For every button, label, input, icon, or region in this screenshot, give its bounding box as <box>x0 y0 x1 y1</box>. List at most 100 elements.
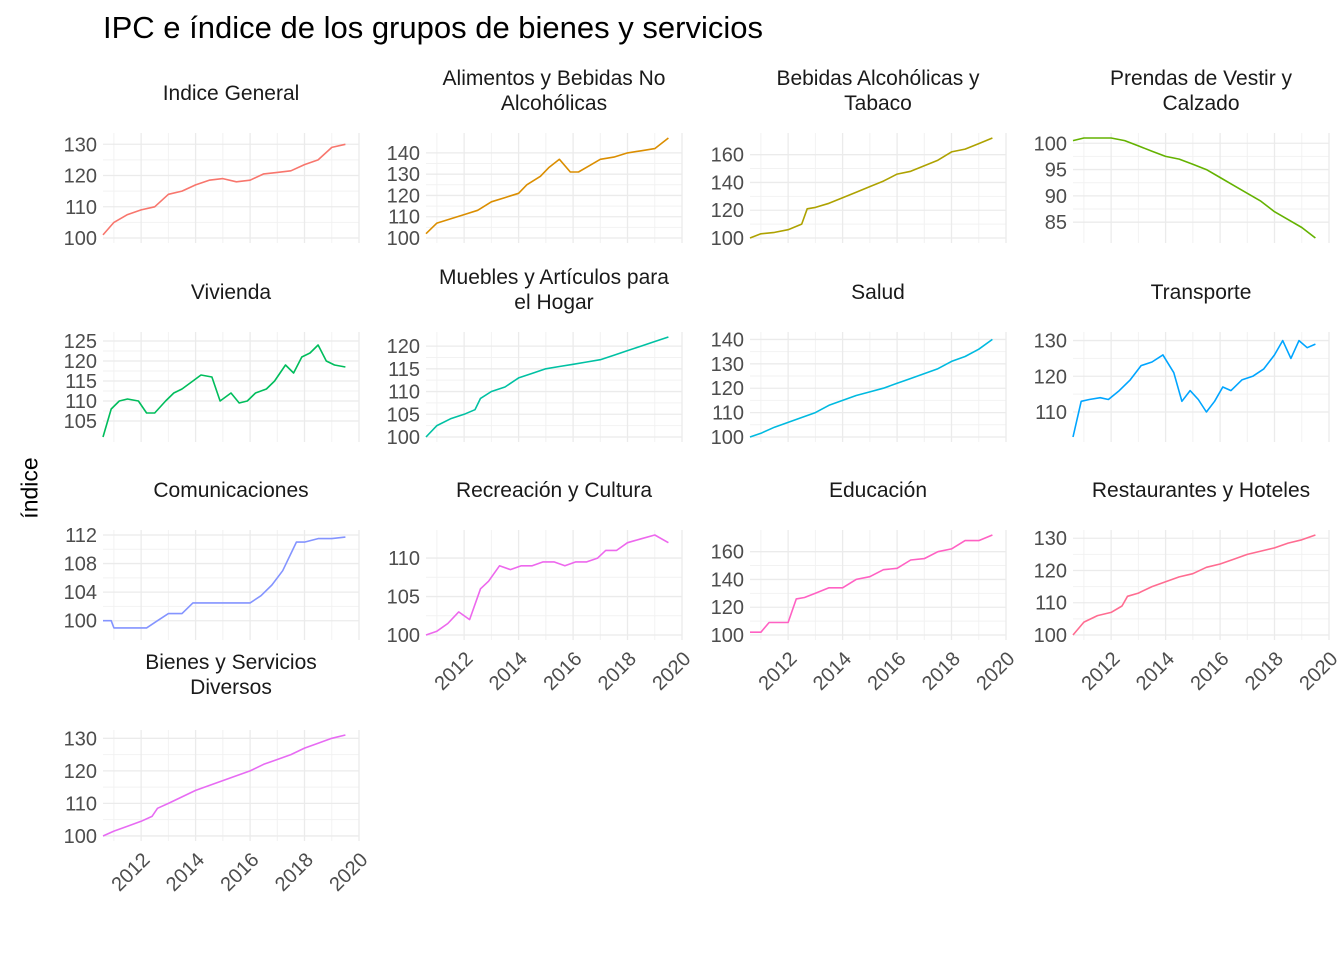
x-tick-label: 2020 <box>972 648 1019 695</box>
series-line <box>749 338 993 438</box>
x-tick-label: 2018 <box>1241 648 1288 695</box>
y-tick-label: 120 <box>711 378 744 400</box>
panel-title: Educación <box>829 479 927 502</box>
panel-title: Recreación y Cultura <box>456 479 652 502</box>
x-tick-label: 2016 <box>1186 648 1233 695</box>
series-line <box>425 534 669 636</box>
y-tick-label: 160 <box>711 145 744 167</box>
y-tick-label: 104 <box>64 582 97 604</box>
panel-title: Prendas de Vestir y <box>1110 67 1293 90</box>
panel-title: Salud <box>851 281 905 304</box>
x-tick-label: 2014 <box>809 648 856 695</box>
series-line <box>1072 339 1316 438</box>
series-line <box>425 137 669 235</box>
x-tick-label: 2018 <box>271 849 318 896</box>
panel-title: Vivienda <box>191 281 271 304</box>
y-tick-label: 140 <box>711 569 744 591</box>
y-tick-label: 130 <box>387 164 420 186</box>
y-tick-label: 120 <box>64 351 97 373</box>
y-tick-label: 108 <box>64 554 97 576</box>
y-tick-label: 110 <box>1035 402 1067 424</box>
series-line <box>750 534 993 633</box>
panel-title: Transporte <box>1151 281 1252 304</box>
y-tick-label: 120 <box>64 166 97 188</box>
y-tick-label: 95 <box>1045 160 1067 182</box>
y-tick-label: 130 <box>1034 331 1067 353</box>
y-tick-label: 85 <box>1045 212 1067 234</box>
x-tick-label: 2014 <box>1132 648 1179 695</box>
y-tick-label: 120 <box>387 336 420 358</box>
y-tick-label: 100 <box>711 625 744 647</box>
panel-title: Bebidas Alcohólicas y <box>776 67 980 90</box>
series-line <box>102 143 346 236</box>
y-tick-label: 140 <box>711 329 744 351</box>
series-line <box>102 734 346 837</box>
panel-title: Bienes y Servicios <box>145 651 317 674</box>
series-line <box>102 344 346 438</box>
y-tick-label: 130 <box>711 354 744 376</box>
series-line <box>425 336 669 438</box>
series-line <box>1072 534 1316 636</box>
y-tick-label: 160 <box>711 542 744 564</box>
x-tick-label: 2016 <box>539 648 586 695</box>
y-tick-label: 110 <box>65 793 97 815</box>
panel-title: Diversos <box>190 676 272 699</box>
x-tick-label: 2016 <box>863 648 910 695</box>
x-tick-label: 2016 <box>216 849 263 896</box>
y-tick-label: 115 <box>65 371 97 393</box>
panel-title: Muebles y Artículos para <box>439 266 669 289</box>
y-tick-label: 110 <box>1035 593 1067 615</box>
panel-title: el Hogar <box>514 291 593 314</box>
y-tick-label: 120 <box>711 597 744 619</box>
y-tick-label: 100 <box>711 427 744 449</box>
series-line <box>749 137 993 239</box>
y-tick-label: 105 <box>387 587 420 609</box>
y-tick-label: 110 <box>388 382 420 404</box>
panel-title: Indice General <box>163 82 300 105</box>
x-tick-label: 2020 <box>648 648 695 695</box>
y-tick-label: 110 <box>65 197 97 219</box>
y-tick-label: 100 <box>64 228 97 250</box>
y-tick-label: 110 <box>388 207 420 229</box>
y-tick-label: 112 <box>65 525 97 547</box>
x-tick-label: 2012 <box>755 648 802 695</box>
x-tick-label: 2018 <box>594 648 641 695</box>
panel-title: Restaurantes y Hoteles <box>1092 479 1310 502</box>
y-tick-label: 105 <box>387 404 420 426</box>
y-tick-label: 100 <box>1034 625 1067 647</box>
y-tick-label: 120 <box>711 200 744 222</box>
panel-title: Alcohólicas <box>501 92 607 115</box>
x-tick-label: 2012 <box>1078 648 1125 695</box>
y-tick-label: 130 <box>64 134 97 156</box>
y-tick-label: 120 <box>387 185 420 207</box>
y-tick-label: 90 <box>1045 186 1067 208</box>
y-tick-label: 120 <box>1034 560 1067 582</box>
y-tick-label: 105 <box>64 411 97 433</box>
x-tick-label: 2018 <box>918 648 965 695</box>
y-tick-label: 100 <box>64 611 97 633</box>
panel-title: Calzado <box>1162 92 1239 115</box>
x-tick-label: 2020 <box>1295 648 1342 695</box>
y-tick-label: 125 <box>64 331 97 353</box>
y-tick-label: 100 <box>64 826 97 848</box>
y-tick-label: 100 <box>387 625 420 647</box>
panel-title: Alimentos y Bebidas No <box>443 67 666 90</box>
x-tick-label: 2020 <box>325 849 372 896</box>
y-tick-label: 120 <box>1034 366 1067 388</box>
panel-title: Tabaco <box>844 92 912 115</box>
y-tick-label: 100 <box>711 228 744 250</box>
chart-title: IPC e índice de los grupos de bienes y s… <box>103 10 763 45</box>
y-tick-label: 140 <box>711 172 744 194</box>
y-tick-label: 110 <box>388 548 420 570</box>
x-tick-label: 2014 <box>162 849 209 896</box>
panel-title: Comunicaciones <box>153 479 308 502</box>
x-tick-label: 2012 <box>108 849 155 896</box>
series-line <box>103 536 346 629</box>
x-tick-label: 2014 <box>485 648 532 695</box>
y-tick-label: 100 <box>387 228 420 250</box>
y-tick-label: 110 <box>712 403 744 425</box>
y-tick-label: 110 <box>65 391 97 413</box>
y-tick-label: 120 <box>64 761 97 783</box>
y-tick-label: 100 <box>387 427 420 449</box>
